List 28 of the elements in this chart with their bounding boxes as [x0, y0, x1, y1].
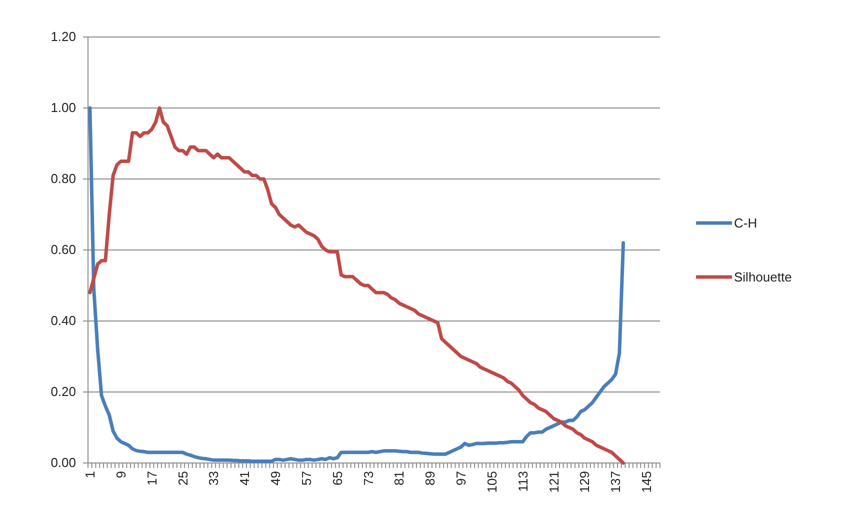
x-tick-label: 41	[237, 471, 252, 486]
x-tick-label: 129	[577, 471, 592, 493]
x-tick-label: 121	[546, 471, 562, 493]
x-tick-label: 57	[298, 471, 314, 486]
x-tick-label: 145	[639, 471, 654, 493]
y-tick-label: 0.40	[50, 313, 76, 328]
x-tick-label: 33	[206, 471, 222, 486]
x-tick-label: 137	[608, 471, 624, 493]
y-tick-label: 0.00	[50, 455, 76, 470]
legend-label: Silhouette	[734, 270, 792, 285]
y-tick-label: 1.00	[50, 100, 76, 116]
x-tick-label: 89	[422, 471, 438, 486]
x-tick-label: 49	[268, 471, 283, 486]
x-tick-label: 73	[360, 471, 376, 486]
x-tick-label: 105	[484, 471, 500, 493]
x-tick-label: 9	[113, 471, 128, 478]
x-tick-label: 25	[175, 471, 190, 486]
x-tick-label: 97	[454, 471, 469, 486]
y-tick-label: 0.60	[50, 242, 76, 258]
x-tick-label: 113	[515, 471, 530, 492]
y-tick-label: 0.80	[50, 171, 76, 186]
x-tick-label: 81	[392, 471, 407, 486]
x-tick-label: 17	[144, 471, 160, 486]
y-tick-label: 1.20	[50, 29, 76, 44]
y-tick-label: 0.20	[50, 384, 76, 400]
legend-label: C-H	[734, 216, 758, 231]
x-tick-label: 65	[330, 471, 345, 486]
x-tick-label: 1	[82, 471, 98, 478]
